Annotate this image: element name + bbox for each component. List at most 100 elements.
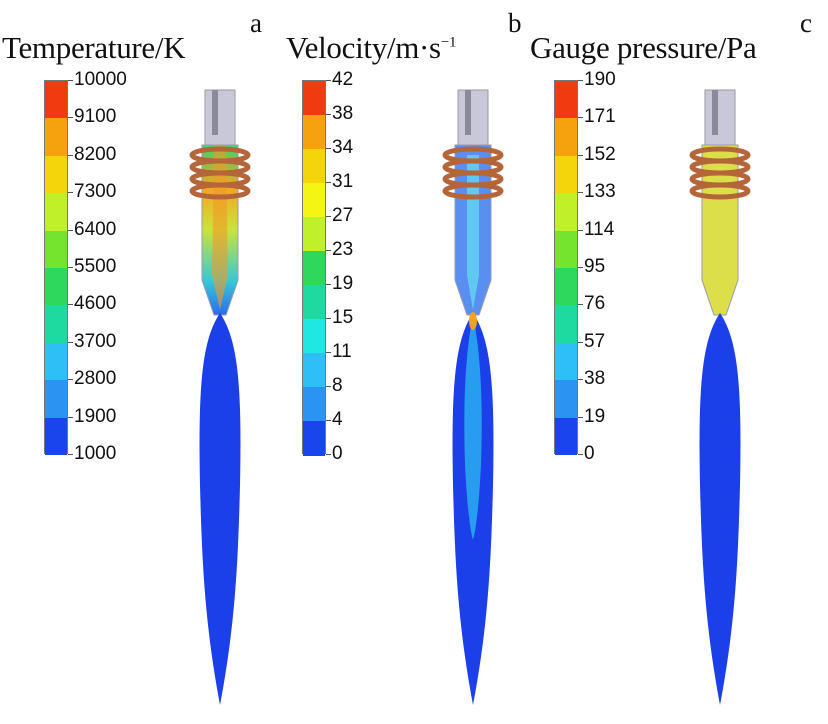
colorbar-tick-label: 27 bbox=[332, 205, 354, 226]
colorbar-tick-mark bbox=[68, 454, 73, 455]
colorbar-tick-label: 19 bbox=[584, 405, 606, 427]
colorbar-tick-mark bbox=[326, 352, 331, 353]
colorbar-tick-mark bbox=[578, 454, 583, 455]
colorbar-tick-label: 8200 bbox=[74, 143, 117, 165]
colorbar-tick-mark bbox=[68, 154, 73, 156]
colorbar-band bbox=[303, 319, 325, 354]
colorbar-tick-label: 34 bbox=[332, 137, 354, 158]
colorbar-tick-mark bbox=[68, 80, 73, 81]
colorbar-band bbox=[555, 81, 577, 119]
pressure-colorbar bbox=[554, 80, 578, 456]
colorbar-tick-mark bbox=[578, 117, 583, 119]
colorbar-tick-mark bbox=[578, 304, 583, 306]
colorbar-tick-mark bbox=[578, 379, 583, 381]
colorbar-band bbox=[555, 305, 577, 344]
colorbar-tick-label: 3700 bbox=[74, 330, 117, 352]
temperature-title: Temperature/K bbox=[2, 30, 186, 65]
colorbar-band bbox=[45, 305, 67, 344]
colorbar-band bbox=[303, 149, 325, 184]
colorbar-band bbox=[45, 118, 67, 157]
colorbar-tick-mark bbox=[68, 379, 73, 381]
colorbar-tick-mark bbox=[326, 216, 331, 217]
colorbar-band bbox=[303, 387, 325, 422]
colorbar-band bbox=[555, 155, 577, 194]
colorbar-tick-mark bbox=[326, 250, 331, 251]
colorbar-tick-label: 0 bbox=[584, 443, 595, 464]
colorbar-tick-mark bbox=[68, 192, 73, 194]
colorbar-band bbox=[45, 342, 67, 381]
colorbar-tick-label: 7300 bbox=[74, 181, 117, 203]
injector-tube bbox=[457, 89, 489, 151]
colorbar-band bbox=[555, 230, 577, 269]
colorbar-band bbox=[555, 417, 577, 456]
colorbar-tick-mark bbox=[326, 386, 331, 387]
colorbar-tick-mark bbox=[326, 454, 331, 455]
injector-tube bbox=[704, 89, 736, 151]
colorbar-band bbox=[45, 380, 67, 419]
colorbar-band bbox=[555, 193, 577, 232]
colorbar-tick-mark bbox=[68, 229, 73, 231]
colorbar-tick-mark bbox=[326, 80, 331, 81]
colorbar-tick-label: 11 bbox=[332, 341, 352, 362]
panel-velocity: Velocity/m·s−1 b 42 38 34 31 27 23 19 15 11 8 4 0 bbox=[276, 0, 552, 724]
colorbar-tick-label: 1000 bbox=[74, 443, 117, 464]
plasma-jet-plume bbox=[199, 313, 241, 705]
colorbar-tick-mark bbox=[326, 420, 331, 421]
injector-probe bbox=[712, 90, 718, 135]
colorbar-band bbox=[45, 155, 67, 194]
colorbar-band bbox=[303, 183, 325, 218]
panel-letter-a: a bbox=[250, 8, 262, 38]
colorbar-band bbox=[45, 230, 67, 269]
plasma-jet-plume bbox=[699, 313, 741, 705]
injector-tube bbox=[204, 89, 236, 151]
colorbar-band bbox=[555, 118, 577, 157]
induction-coil bbox=[189, 146, 251, 200]
colorbar-tick-label: 190 bbox=[584, 69, 616, 90]
panel-gauge-pressure: Gauge pressure/Pa c 190 171 152 133 114 95 76 5… bbox=[528, 0, 828, 724]
colorbar-tick-label: 4600 bbox=[74, 293, 117, 315]
colorbar-tick-mark bbox=[68, 341, 73, 343]
colorbar-tick-mark bbox=[68, 304, 73, 306]
colorbar-tick-label: 38 bbox=[584, 368, 606, 390]
colorbar-tick-mark bbox=[326, 114, 331, 115]
colorbar-tick-mark bbox=[578, 267, 583, 268]
colorbar-tick-label: 10000 bbox=[74, 69, 127, 90]
colorbar-band bbox=[45, 193, 67, 232]
colorbar-band bbox=[303, 353, 325, 388]
colorbar-band bbox=[45, 417, 67, 456]
colorbar-tick-label: 114 bbox=[584, 218, 615, 240]
colorbar-band bbox=[555, 380, 577, 419]
colorbar-tick-mark bbox=[578, 341, 583, 343]
colorbar-tick-label: 5500 bbox=[74, 256, 117, 277]
colorbar-band bbox=[303, 251, 325, 286]
panel-letter-c: c bbox=[800, 8, 812, 38]
colorbar-tick-mark bbox=[578, 416, 583, 418]
colorbar-band bbox=[303, 115, 325, 150]
injector-probe bbox=[465, 90, 471, 135]
pressure-torch-contour bbox=[689, 89, 751, 705]
induction-coil bbox=[442, 146, 504, 200]
colorbar-tick-label: 31 bbox=[332, 171, 354, 192]
colorbar-tick-mark bbox=[326, 182, 331, 183]
colorbar-tick-label: 95 bbox=[584, 256, 606, 277]
colorbar-tick-label: 76 bbox=[584, 293, 606, 315]
colorbar-tick-label: 133 bbox=[584, 181, 616, 203]
velocity-torch-contour bbox=[442, 89, 504, 705]
colorbar-band bbox=[45, 81, 67, 119]
injector-probe bbox=[212, 90, 218, 135]
colorbar-tick-mark bbox=[578, 229, 583, 231]
colorbar-band bbox=[303, 217, 325, 252]
colorbar-band bbox=[303, 81, 325, 116]
colorbar-tick-label: 9100 bbox=[74, 106, 117, 128]
colorbar-band bbox=[45, 268, 67, 306]
colorbar-tick-mark bbox=[68, 416, 73, 418]
velocity-colorbar bbox=[302, 80, 326, 456]
colorbar-band bbox=[555, 342, 577, 381]
colorbar-tick-mark bbox=[326, 284, 331, 285]
temperature-torch-contour bbox=[189, 89, 251, 705]
colorbar-tick-label: 1900 bbox=[74, 405, 117, 427]
colorbar-tick-label: 57 bbox=[584, 330, 606, 352]
colorbar-tick-mark bbox=[578, 154, 583, 156]
colorbar-band bbox=[303, 285, 325, 320]
colorbar-tick-label: 0 bbox=[332, 443, 343, 464]
